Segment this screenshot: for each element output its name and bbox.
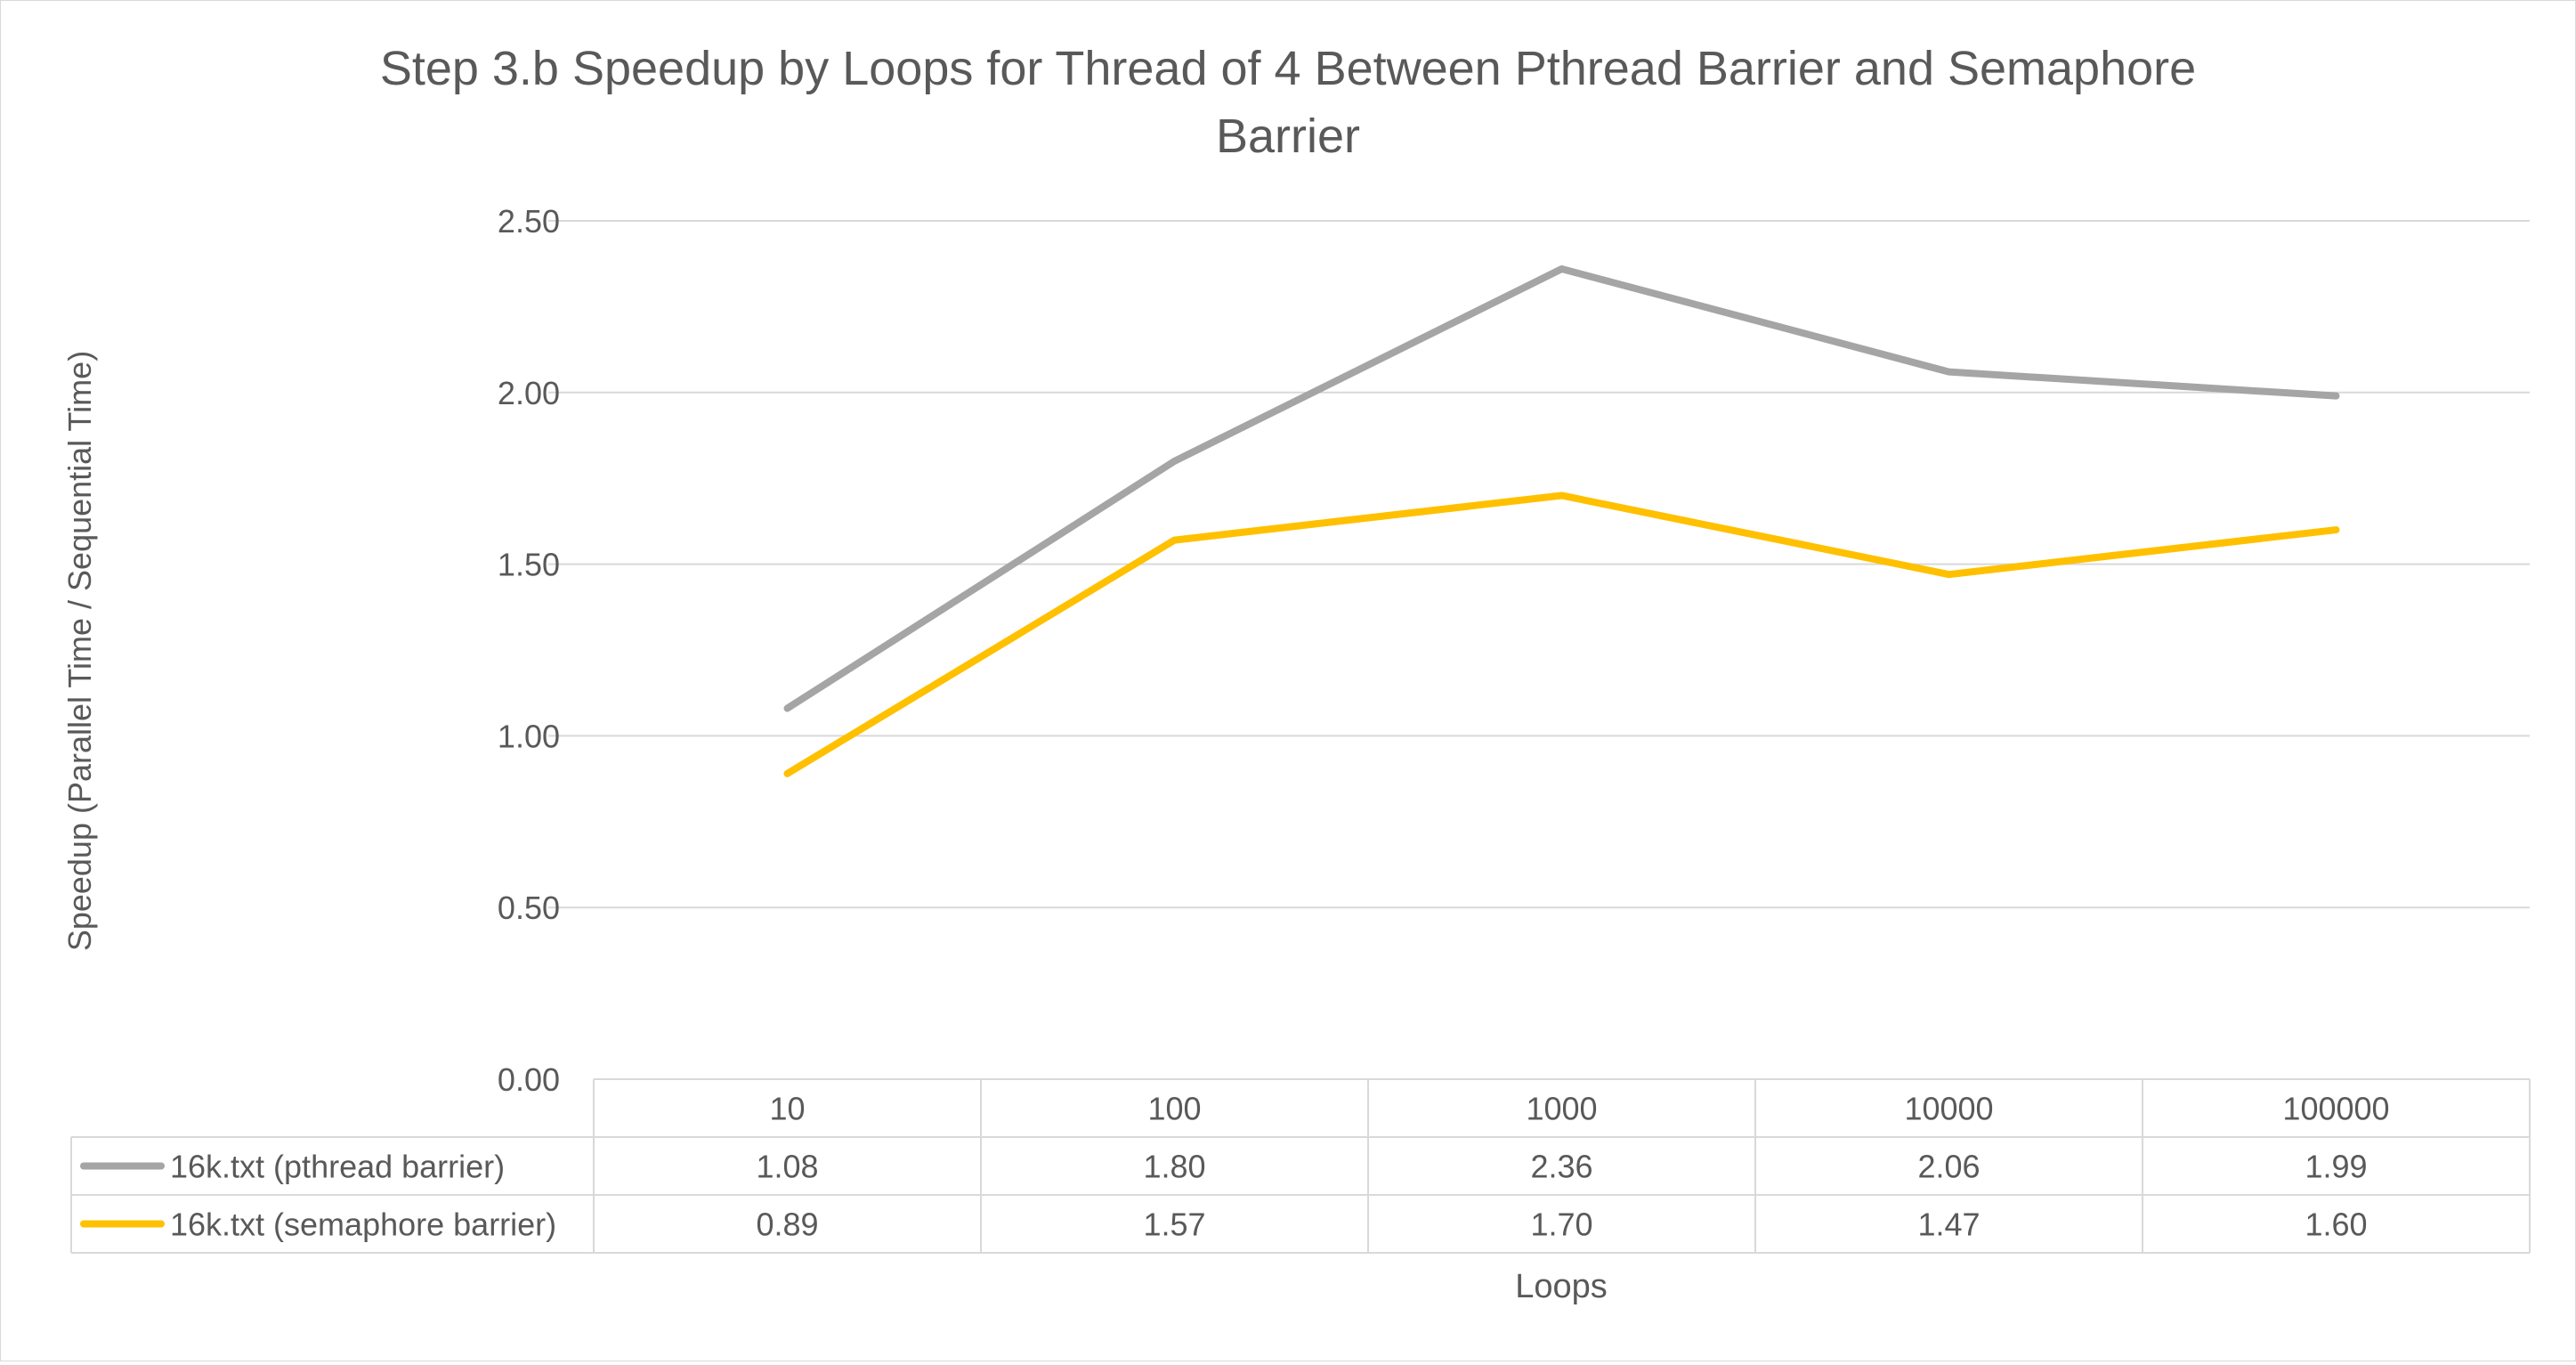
series-lines (787, 269, 2336, 774)
y-tick-label: 2.00 (498, 375, 560, 411)
chart-title-line-2: Barrier (1216, 110, 1360, 163)
x-axis-label: Loops (1515, 1268, 1608, 1305)
y-tick-label: 0.00 (498, 1061, 560, 1098)
data-label: 1.08 (756, 1149, 818, 1185)
data-label: 2.36 (1530, 1149, 1592, 1185)
y-axis-label: Speedup (Parallel Time / Sequential Time… (61, 351, 98, 951)
y-tick-labels: 0.00 0.50 1.00 1.50 2.00 2.50 (498, 203, 560, 1098)
x-tick-label: 10 (769, 1091, 805, 1127)
legend-entry: 16k.txt (pthread barrier) (170, 1149, 505, 1185)
x-tick-label: 10000 (1904, 1091, 1993, 1127)
data-label: 1.47 (1917, 1207, 1980, 1243)
y-tick-label: 0.50 (498, 890, 560, 926)
x-tick-label: 100 (1147, 1091, 1201, 1127)
y-tick-label: 2.50 (498, 203, 560, 240)
data-label: 1.70 (1530, 1207, 1592, 1243)
series-line-2 (788, 495, 2337, 773)
chart-title-line-1: Step 3.b Speedup by Loops for Thread of … (380, 42, 2196, 95)
chart-title: Step 3.b Speedup by Loops for Thread of … (380, 42, 2196, 163)
data-label: 1.60 (2305, 1207, 2367, 1243)
series-line-1 (788, 269, 2337, 709)
y-tick-label: 1.00 (498, 718, 560, 754)
x-tick-label: 1000 (1526, 1091, 1597, 1127)
data-label: 2.06 (1917, 1149, 1980, 1185)
data-label: 1.80 (1143, 1149, 1205, 1185)
data-label: 1.57 (1143, 1207, 1205, 1243)
x-tick-label: 100000 (2282, 1091, 2389, 1127)
y-tick-label: 1.50 (498, 547, 560, 583)
legend-entry: 16k.txt (semaphore barrier) (170, 1207, 556, 1243)
gridlines (548, 221, 2530, 907)
data-table: 10 100 1000 10000 100000 16k.txt (pthread bar… (71, 1079, 2530, 1253)
data-label: 1.99 (2305, 1149, 2367, 1185)
data-label: 0.89 (756, 1207, 818, 1243)
